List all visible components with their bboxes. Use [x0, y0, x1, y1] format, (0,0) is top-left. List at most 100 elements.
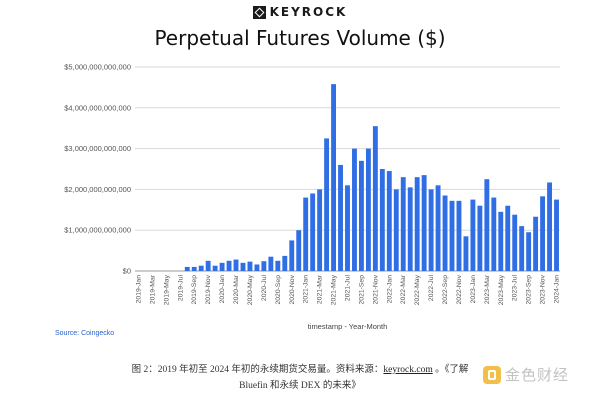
bar: [254, 264, 260, 271]
y-tick-label: $5,000,000,000,000: [64, 63, 131, 72]
bar: [442, 195, 448, 271]
bar: [289, 240, 295, 271]
caption-tail: 。《了解: [432, 365, 469, 375]
x-tick-label: 2021-Mar: [317, 274, 324, 304]
x-tick-label: 2022-Nov: [456, 274, 463, 304]
bar: [261, 261, 267, 271]
caption-link[interactable]: keyrock.com: [383, 365, 433, 375]
figure-caption-line1: 图 2：2019 年初至 2024 年初的永续期货交易量。资料来源：keyroc…: [60, 361, 540, 375]
x-tick-label: 2019-Jul: [177, 275, 184, 302]
y-tick-label: $1,000,000,000,000: [64, 226, 131, 235]
x-tick-label: 2021-Sep: [358, 275, 365, 305]
x-tick-label: 2023-Nov: [540, 274, 547, 304]
x-tick-label: 2023-May: [498, 274, 505, 305]
bar: [491, 197, 497, 271]
watermark-logo-icon: [483, 365, 501, 384]
bar: [205, 260, 211, 271]
bar: [352, 148, 357, 271]
bar: [512, 214, 518, 271]
bar: [331, 84, 337, 271]
chart-title: Perpetual Futures Volume ($): [154, 26, 446, 50]
bar: [484, 179, 490, 271]
watermark: 金色财经: [483, 364, 569, 385]
bar: [414, 177, 420, 271]
x-tick-label: 2022-Jan: [386, 275, 393, 304]
bar: [358, 160, 364, 271]
x-tick-label: 2023-Sep: [526, 275, 533, 305]
x-tick-label: 2021-Jan: [303, 275, 310, 304]
x-tick-label: 2019-Mar: [149, 274, 156, 304]
keyrock-logo-icon: [252, 5, 266, 19]
bar: [365, 148, 371, 271]
bar: [198, 265, 204, 271]
bar: [324, 138, 330, 271]
bar: [247, 261, 253, 271]
x-tick-label: 2022-Sep: [442, 275, 449, 305]
bar: [505, 205, 511, 271]
bar: [470, 199, 476, 271]
bar: [400, 177, 406, 271]
watermark-text: 金色财经: [505, 366, 570, 384]
bar: [463, 236, 469, 271]
x-axis-label: timestamp - Year-Month: [308, 322, 388, 331]
logo-text: KEYROCK: [269, 5, 348, 19]
bar: [233, 259, 239, 271]
x-tick-label: 2021-Jul: [345, 275, 352, 302]
x-tick-label: 2019-Jan: [135, 275, 142, 304]
x-tick-label: 2020-Jul: [261, 275, 268, 302]
bar: [296, 230, 302, 271]
x-tick-label: 2021-Nov: [372, 274, 379, 304]
x-tick-label: 2020-Jan: [219, 275, 226, 304]
bar: [345, 185, 350, 271]
bar: [226, 260, 232, 271]
bar: [338, 164, 343, 271]
x-tick-label: 2019-May: [163, 274, 170, 305]
bar: [435, 185, 441, 271]
bar: [219, 262, 225, 271]
caption-text: 图 2：2019 年初至 2024 年初的永续期货交易量。资料来源：: [131, 365, 384, 375]
bar: [386, 171, 392, 271]
bar: [533, 216, 539, 271]
bar: [317, 189, 323, 271]
bar: [303, 197, 309, 271]
bar: [372, 126, 378, 271]
x-tick-label: 2023-Jan: [470, 275, 477, 304]
bar: [449, 200, 455, 271]
x-tick-label: 2020-Nov: [289, 274, 296, 304]
bar: [421, 175, 427, 271]
bar: [477, 205, 483, 271]
bar: [526, 232, 532, 271]
bar: [184, 266, 190, 271]
bar: [498, 211, 504, 271]
x-tick-label: 2022-Mar: [400, 274, 407, 304]
bar: [547, 182, 552, 271]
bar: [428, 189, 434, 271]
figure-caption-line2: Bluefin 和永续 DEX 的未来》: [239, 381, 361, 391]
bar: [282, 255, 288, 271]
x-tick-label: 2020-Sep: [275, 275, 282, 305]
bar: [379, 169, 385, 271]
y-tick-label: $0: [123, 267, 131, 276]
x-tick-label: 2024-Jan: [554, 275, 561, 304]
source-note: Source: Coingecko: [55, 330, 115, 337]
x-tick-label: 2023-Jul: [512, 275, 519, 302]
x-tick-label: 2021-May: [331, 274, 338, 305]
x-tick-label: 2019-Sep: [191, 275, 198, 305]
x-tick-label: 2020-Mar: [233, 274, 240, 304]
bar: [456, 200, 462, 271]
bar: [540, 196, 546, 271]
bar: [554, 199, 559, 271]
y-tick-label: $4,000,000,000,000: [64, 103, 131, 112]
x-tick-label: 2022-Jul: [428, 275, 435, 302]
bar: [519, 226, 525, 271]
bar-chart: $0 $1,000,000,000,000 $2,000,000,000,000 $3…: [64, 63, 561, 332]
x-tick-label: 2020-May: [247, 274, 254, 305]
bar: [212, 265, 218, 271]
bar: [191, 266, 197, 271]
bar: [310, 193, 316, 271]
x-tick-label: 2023-Mar: [484, 274, 491, 304]
y-tick-label: $3,000,000,000,000: [64, 144, 131, 153]
keyrock-logo: KEYROCK: [0, 2, 600, 22]
bar: [240, 262, 246, 271]
bar: [275, 260, 281, 271]
